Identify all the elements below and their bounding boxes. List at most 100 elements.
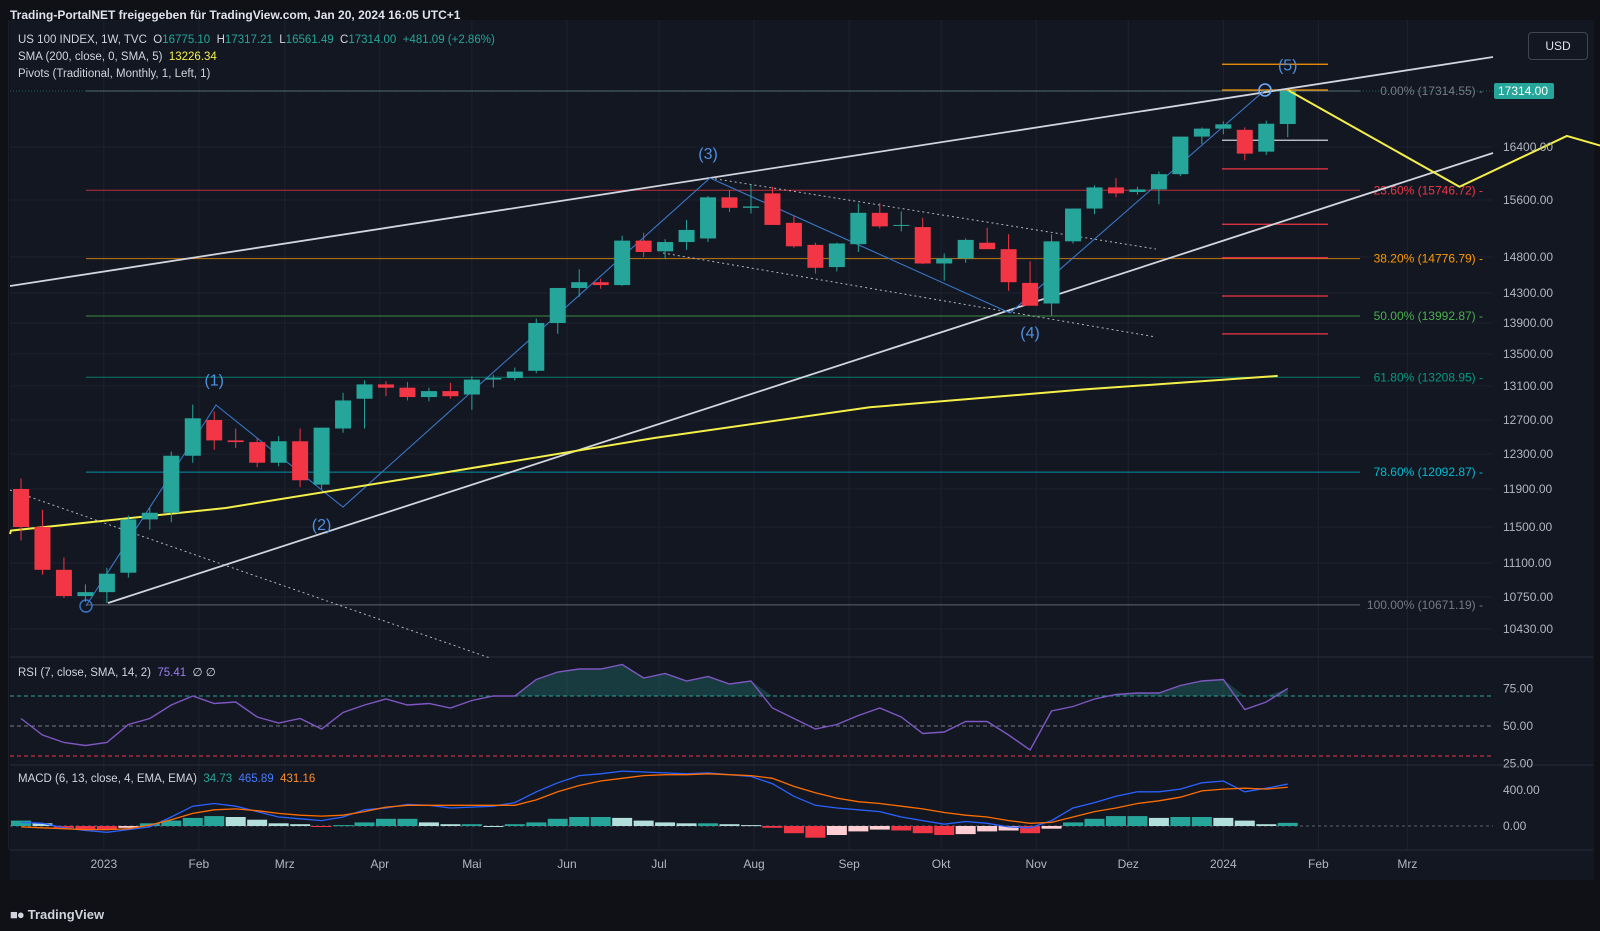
dotted-flag-top-line [709, 177, 1157, 250]
candle [141, 508, 158, 530]
time-tick-label: Sep [838, 857, 860, 871]
candle-body [807, 244, 824, 268]
candle [678, 219, 695, 250]
wave-label: (1) [204, 373, 224, 390]
candle-body [141, 512, 158, 520]
candle [700, 196, 717, 243]
price-tick-label: 15600.00 [1503, 193, 1553, 207]
macd-line-value: 465.89 [238, 773, 274, 785]
time-tick-label: Mrz [275, 857, 295, 871]
candle-body [206, 420, 223, 441]
price-tick-label: 13500.00 [1503, 347, 1553, 361]
candle [1215, 121, 1232, 135]
macd-histogram-bar [1234, 820, 1255, 826]
time-tick-label: Dez [1118, 857, 1139, 871]
price-tick-label: 13900.00 [1503, 316, 1553, 330]
candle-body [485, 378, 502, 380]
price-tick-label: 13100.00 [1503, 379, 1553, 393]
candle-body [936, 258, 953, 264]
macd-histogram-bar [268, 823, 289, 826]
candle [377, 381, 394, 397]
macd-histogram-bar [225, 817, 246, 826]
currency-button[interactable]: USD [1528, 32, 1588, 60]
candle [1279, 90, 1296, 138]
candle-body [34, 527, 51, 570]
macd-histogram-bar [569, 817, 590, 826]
price-tick-label: 12300.00 [1503, 447, 1553, 461]
candle-body [292, 441, 309, 481]
candle [13, 478, 29, 541]
upper-channel-line [9, 56, 1494, 287]
projection-path [1287, 89, 1600, 188]
candle-body [335, 400, 352, 429]
candle [1236, 127, 1253, 161]
sma-label: SMA (200, close, 0, SMA, 5) [18, 51, 163, 63]
candle-body [506, 371, 523, 378]
candle-body [1043, 241, 1060, 304]
macd-histogram-bar [783, 826, 804, 834]
candle-body [463, 379, 480, 395]
candle-body [549, 287, 566, 323]
price-tick-label: 11500.00 [1503, 520, 1552, 534]
macd-histogram-bar [354, 822, 375, 826]
macd-histogram-bar [375, 818, 396, 826]
candle-body [614, 240, 631, 286]
time-tick-label: Apr [371, 857, 390, 871]
rsi-tick-label: 75.00 [1503, 682, 1533, 696]
macd-tick-label: 400.00 [1503, 783, 1540, 797]
macd-histogram-bar [204, 816, 225, 826]
macd-histogram-bar [891, 826, 912, 831]
candle-body [120, 519, 137, 573]
sma-line [9, 374, 1278, 535]
candle [1086, 185, 1103, 215]
candle-body [1129, 189, 1146, 193]
candle [807, 242, 824, 274]
candles [13, 90, 1296, 603]
low-label: L [279, 34, 286, 46]
candle [399, 382, 416, 401]
candle [914, 217, 931, 265]
macd-histogram-bar [504, 824, 525, 826]
candle-body [13, 489, 29, 527]
close-label: C [340, 34, 349, 46]
macd-histogram-bar [311, 826, 332, 827]
candle-body [98, 573, 115, 593]
candle [356, 380, 373, 429]
fib-level-label: 50.00% (13992.87) - [1374, 309, 1483, 323]
symbol-name: US 100 INDEX, 1W, TVC [18, 34, 147, 46]
macd-histogram-bar [1020, 826, 1041, 834]
candle [120, 515, 137, 578]
macd-histogram-bar [461, 824, 482, 826]
rsi-overbought-fill [21, 664, 1288, 696]
candle-body [700, 197, 717, 239]
macd-tick-label: 0.00 [1503, 819, 1527, 833]
macd-histogram-bar [397, 818, 418, 826]
sma-value: 13226.34 [168, 51, 217, 63]
candle-body [55, 569, 72, 597]
price-tick-label: 11100.00 [1503, 556, 1552, 570]
fib-level-label: 38.20% (14776.79) - [1374, 252, 1483, 266]
candle-body [979, 242, 996, 250]
candle [828, 242, 845, 272]
candle-body [77, 592, 94, 597]
candle-body [1236, 129, 1253, 154]
candle [742, 184, 759, 214]
candle [270, 436, 287, 467]
last-price-badge [1494, 83, 1554, 99]
macd-histogram-bar [75, 826, 96, 830]
dotted-flag-bottom-line [662, 252, 1157, 338]
wave-label: (4) [1020, 325, 1040, 342]
macd-histogram-bar [483, 826, 504, 827]
candle-body [764, 193, 781, 225]
candle-body [871, 212, 888, 227]
macd-histogram-bar [1256, 824, 1277, 826]
price-tick-label: 11900.00 [1503, 482, 1552, 496]
candle [549, 287, 566, 334]
candle-body [592, 282, 609, 286]
open-label: O [153, 34, 163, 46]
candle-body [1279, 91, 1296, 125]
macd-histogram-bar [676, 823, 697, 826]
low-value: 16561.49 [285, 34, 334, 46]
candle [206, 411, 223, 450]
